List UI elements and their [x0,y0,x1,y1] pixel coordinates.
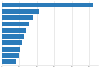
Bar [2,22,29,26]
Bar [2,47,20,52]
Bar [2,3,93,7]
Bar [2,40,22,45]
Bar [2,9,39,14]
Bar [2,15,32,20]
Bar [2,28,26,33]
Bar [2,59,16,64]
Bar [2,53,19,58]
Bar [2,34,24,39]
